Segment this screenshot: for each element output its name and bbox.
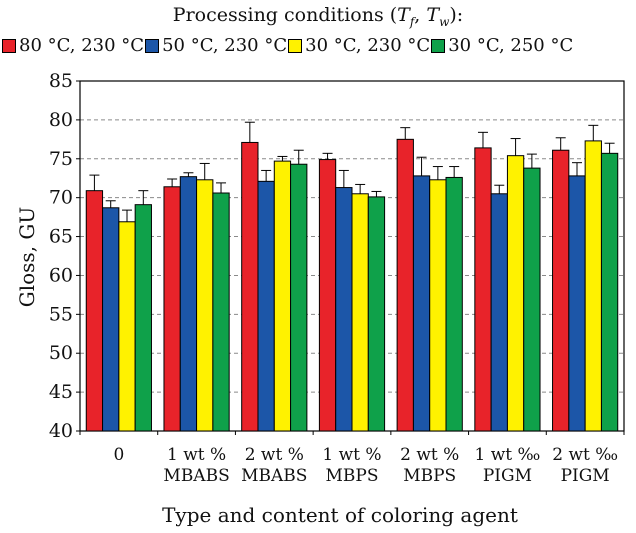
legend-item-series-1: 80 °C, 230 °C <box>2 35 144 56</box>
legend-item-series-4: 30 °C, 250 °C <box>431 35 573 56</box>
bar-series-1 <box>552 149 570 432</box>
bar-series-4 <box>523 167 541 432</box>
legend-label-series-2: 50 °C, 230 °C <box>162 35 288 56</box>
legend-swatch-series-2 <box>145 38 160 53</box>
x-tick-label: MBABS <box>163 466 229 486</box>
bar-series-1 <box>241 141 259 432</box>
bar-series-3 <box>273 160 292 432</box>
bar-series-2 <box>490 193 508 432</box>
legend-swatch-series-3 <box>288 38 303 53</box>
y-tick-label: 45 <box>49 381 73 403</box>
x-tick-label: PIGM <box>483 466 532 486</box>
x-tick-label: MBABS <box>241 466 307 486</box>
bar-series-4 <box>134 204 152 432</box>
y-tick-label: 40 <box>49 420 73 442</box>
bar-series-4 <box>212 192 230 432</box>
x-tick-label: 0 <box>113 445 124 465</box>
bar-series-3 <box>196 179 214 432</box>
legend-swatch-series-4 <box>431 38 446 53</box>
bar-series-4 <box>367 196 386 432</box>
x-tick-label: 1 wt % <box>167 445 226 465</box>
y-tick-label: 85 <box>49 70 73 92</box>
legend-label-series-1: 80 °C, 230 °C <box>19 35 145 56</box>
bar-series-2 <box>257 180 275 432</box>
y-tick-label: 80 <box>49 109 73 131</box>
bar-series-2 <box>412 175 431 432</box>
bar-series-3 <box>351 193 369 432</box>
x-tick-label: 1 wt ‰ <box>475 445 541 465</box>
bar-series-2 <box>568 175 586 432</box>
y-axis-label: Gloss, GU <box>15 206 39 308</box>
bar-series-3 <box>118 221 136 432</box>
legend: 80 °C, 230 °C 50 °C, 230 °C 30 °C, 230 °… <box>2 35 636 56</box>
bar-series-1 <box>318 159 337 432</box>
x-tick-label: MBPS <box>403 466 456 486</box>
bar-series-3 <box>506 155 525 432</box>
bar-series-4 <box>600 152 619 432</box>
bar-series-1 <box>85 190 104 432</box>
bar-series-3 <box>429 179 447 432</box>
x-tick-label: 1 wt % <box>322 445 381 465</box>
x-axis-label: Type and content of coloring agent <box>162 503 518 527</box>
bar-series-3 <box>584 140 602 432</box>
legend-title: Processing conditions (Tf, Tw): <box>172 4 464 29</box>
x-tick-label: 2 wt % <box>245 445 304 465</box>
y-tick-label: 65 <box>49 226 73 248</box>
bar-series-2 <box>335 187 353 432</box>
x-tick-label: 2 wt % <box>400 445 459 465</box>
legend-label-series-4: 30 °C, 250 °C <box>448 35 574 56</box>
x-tick-label: 2 wt ‰ <box>552 445 618 465</box>
legend-swatch-series-1 <box>2 38 16 53</box>
bar-series-4 <box>290 163 308 432</box>
bar-series-1 <box>474 147 492 432</box>
y-tick-label: 50 <box>49 342 73 364</box>
bar-series-4 <box>445 176 463 432</box>
legend-item-series-2: 50 °C, 230 °C <box>145 35 287 56</box>
legend-item-series-3: 30 °C, 230 °C <box>288 35 430 56</box>
bar-series-2 <box>179 176 198 432</box>
y-tick-label: 55 <box>49 303 73 325</box>
bar-series-1 <box>396 138 414 432</box>
bar-series-1 <box>163 186 181 432</box>
x-tick-label: MBPS <box>326 466 379 486</box>
legend-label-series-3: 30 °C, 230 °C <box>305 35 431 56</box>
y-tick-label: 60 <box>49 264 73 286</box>
x-tick-label: PIGM <box>561 466 610 486</box>
bar-series-2 <box>102 207 120 432</box>
y-tick-label: 70 <box>49 187 73 209</box>
y-tick-label: 75 <box>49 148 73 170</box>
